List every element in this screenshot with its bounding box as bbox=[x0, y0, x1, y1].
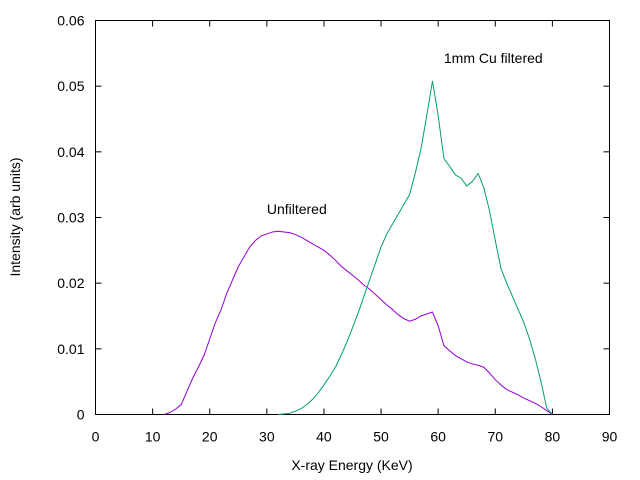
y-tick-label: 0.03 bbox=[57, 210, 84, 226]
x-tick-label: 40 bbox=[316, 429, 332, 445]
x-tick-label: 50 bbox=[373, 429, 389, 445]
annotation-label: 1mm Cu filtered bbox=[444, 50, 543, 66]
x-tick-label: 0 bbox=[92, 429, 100, 445]
x-tick-label: 60 bbox=[430, 429, 446, 445]
x-tick-label: 90 bbox=[602, 429, 618, 445]
y-tick-label: 0.06 bbox=[57, 13, 84, 29]
annotation-label: Unfiltered bbox=[267, 201, 327, 217]
x-tick-label: 80 bbox=[545, 429, 561, 445]
y-axis-label: Intensity (arb units) bbox=[7, 157, 23, 276]
series-line-2 bbox=[278, 80, 553, 415]
series-line-1 bbox=[163, 230, 553, 415]
y-tick-label: 0.02 bbox=[57, 275, 84, 291]
x-axis-label: X-ray Energy (KeV) bbox=[291, 457, 412, 473]
y-tick-label: 0 bbox=[77, 407, 85, 423]
x-tick-label: 70 bbox=[487, 429, 503, 445]
y-tick-label: 0.04 bbox=[57, 144, 84, 160]
y-tick-label: 0.05 bbox=[57, 78, 84, 94]
series-lines bbox=[163, 80, 553, 415]
plot-frame bbox=[95, 20, 610, 415]
annotations: Unfiltered 1mm Cu filtered bbox=[267, 50, 543, 217]
x-tick-label: 20 bbox=[202, 429, 218, 445]
x-tick-label: 30 bbox=[259, 429, 275, 445]
x-tick-label: 10 bbox=[145, 429, 161, 445]
y-tick-label: 0.01 bbox=[57, 341, 84, 357]
axis-ticks bbox=[95, 20, 610, 415]
axis-tick-labels: 0 10 20 30 40 50 60 70 80 90 0 0.01 0.02 0.03 0.04 0.05… bbox=[57, 13, 617, 445]
